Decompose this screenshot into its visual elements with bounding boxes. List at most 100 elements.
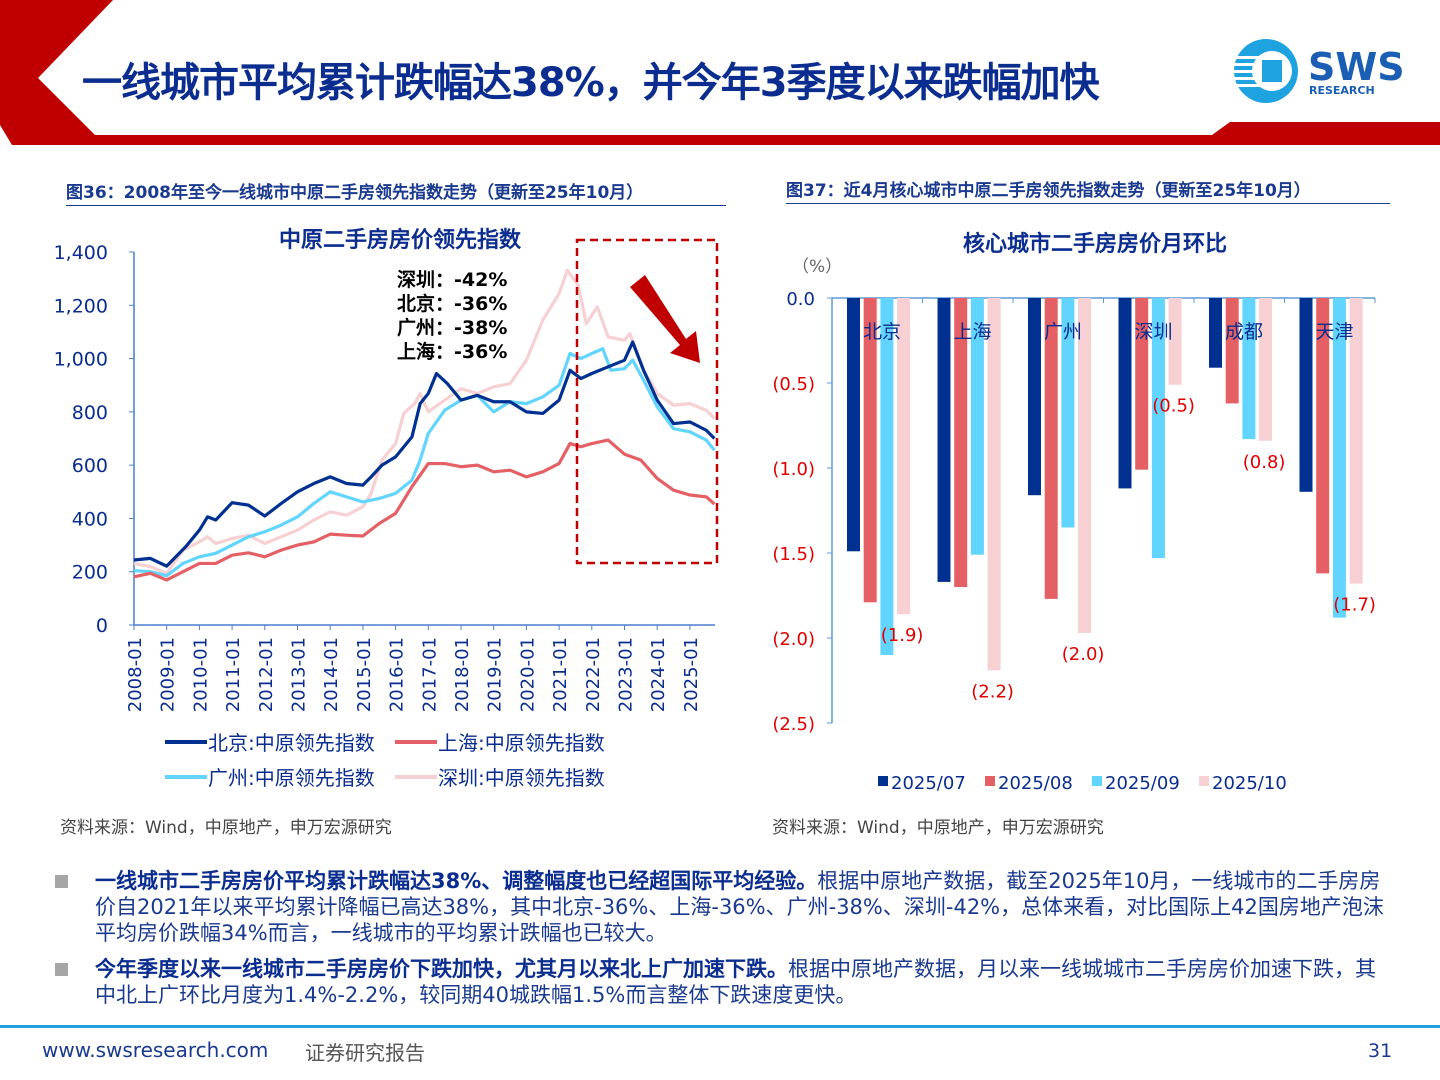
chart-title: 核心城市二手房房价月环比 <box>963 231 1227 257</box>
category-label: 成都 <box>1225 321 1263 343</box>
highlight-box <box>575 238 719 565</box>
category-label: 上海 <box>953 321 991 343</box>
data-label: (0.8) <box>1243 452 1286 473</box>
x-tick-label: 2025-01 <box>681 637 702 712</box>
category-label: 北京 <box>863 321 901 343</box>
bullet-item: 一线城市二手房房价平均累计跌幅达38%、调整幅度也已经超国际平均经验。根据中原地… <box>55 868 1385 946</box>
x-tick-label: 2014-01 <box>321 637 342 712</box>
legend-label: 北京:中原领先指数 <box>208 731 375 755</box>
figure-36-caption: 图36：2008年至今一线城市中原二手房领先指数走势（更新至25年10月） <box>66 178 726 206</box>
legend-swatch <box>985 776 995 786</box>
y-tick-label: (1.0) <box>772 459 815 480</box>
bullet-bold: 今年季度以来一线城市二手房房价下跌加快，尤其月以来北上广加速下跌。 <box>95 957 788 981</box>
down-arrow-icon <box>630 275 700 363</box>
x-tick-label: 2016-01 <box>387 637 408 712</box>
category-label: 广州 <box>1044 321 1082 343</box>
y-tick-label: 600 <box>72 455 108 477</box>
bullet-text: 根据中原地产数据，月以来一线城城市二手房房价加速下跌，其中北上广环比月度为1.4… <box>95 957 1376 1007</box>
category-label: 天津 <box>1315 321 1353 343</box>
page-number: 31 <box>1368 1040 1393 1062</box>
right-source: 资料来源：Wind，中原地产，申万宏源研究 <box>772 818 1104 838</box>
legend-label: 广州:中原领先指数 <box>208 766 375 790</box>
bar-2025-07 <box>847 298 860 552</box>
x-tick-label: 2011-01 <box>223 637 244 712</box>
bullet-item: 今年季度以来一线城市二手房房价下跌加快，尤其月以来北上广加速下跌。根据中原地产数… <box>55 956 1385 1008</box>
legend-label: 2025/10 <box>1212 773 1287 794</box>
bar-2025-07 <box>1209 298 1222 368</box>
y-tick-label: (1.5) <box>772 544 815 565</box>
bar-2025-09 <box>1242 298 1256 440</box>
header-red-frame <box>0 0 1440 145</box>
legend-label: 2025/07 <box>891 773 966 794</box>
x-tick-label: 2015-01 <box>354 637 375 712</box>
x-tick-label: 2019-01 <box>485 637 506 712</box>
annotation-label: 深圳：-42% <box>397 268 507 291</box>
annotation-label: 北京：-36% <box>397 292 507 315</box>
x-tick-label: 2013-01 <box>289 637 310 712</box>
annotation-label: 广州：-38% <box>397 316 507 339</box>
x-tick-label: 2010-01 <box>190 637 211 712</box>
legend-swatch <box>1199 776 1209 786</box>
bar-2025-07 <box>1118 298 1132 489</box>
x-tick-label: 2023-01 <box>616 637 637 712</box>
bar-2025-10 <box>1259 298 1273 441</box>
bullet-text: 根据中原地产数据，截至2025年10月，一线城市的二手房房价自2021年以来平均… <box>95 869 1384 945</box>
bar-2025-09 <box>880 298 894 655</box>
svg-text:RESEARCH: RESEARCH <box>1309 84 1375 97</box>
x-tick-label: 2022-01 <box>583 637 604 712</box>
x-tick-label: 2017-01 <box>419 637 440 712</box>
header-banner <box>0 0 1440 145</box>
legend-swatch <box>1092 776 1102 786</box>
series-line-3 <box>133 268 716 575</box>
data-label: (2.0) <box>1062 644 1105 665</box>
bar-2025-08 <box>1135 298 1149 470</box>
bar-2025-09 <box>970 298 984 555</box>
bullet-marker <box>55 963 68 976</box>
y-tick-label: 200 <box>72 562 108 584</box>
y-tick-label: 1,200 <box>54 295 108 317</box>
bar-2025-09 <box>1332 298 1346 618</box>
y-tick-label: 0.0 <box>786 289 815 310</box>
x-tick-label: 2008-01 <box>125 637 146 712</box>
footer-url[interactable]: www.swsresearch.com <box>42 1038 269 1062</box>
bar-2025-08 <box>1044 298 1058 599</box>
sws-logo: SWS RESEARCH <box>1232 36 1412 106</box>
bar-2025-10 <box>1349 298 1363 584</box>
bar-2025-08 <box>1316 298 1330 574</box>
legend-swatch <box>878 776 888 786</box>
x-tick-label: 2018-01 <box>452 637 473 712</box>
footer-divider <box>0 1025 1440 1028</box>
bar-2025-07 <box>937 298 951 582</box>
bar-2025-08 <box>863 298 877 603</box>
bullet-list: 一线城市二手房房价平均累计跌幅达38%、调整幅度也已经超国际平均经验。根据中原地… <box>55 868 1385 1018</box>
bar-2025-09 <box>1061 298 1075 528</box>
data-label: (0.5) <box>1152 396 1195 417</box>
bar-2025-10 <box>897 298 911 615</box>
x-tick-label: 2009-01 <box>158 637 179 712</box>
data-label: (1.9) <box>881 625 924 646</box>
x-tick-label: 2020-01 <box>517 637 538 712</box>
bar-chart: 核心城市二手房房价月环比 （%） 0.0 (0.5) (1.0) (1.5) (2.0) (2… <box>772 231 1376 794</box>
y-tick-label: 800 <box>72 402 108 424</box>
y-tick-label: 1,000 <box>54 349 108 371</box>
data-label: (2.2) <box>971 681 1014 702</box>
left-source: 资料来源：Wind，中原地产，申万宏源研究 <box>60 818 392 838</box>
page-title: 一线城市平均累计跌幅达38%，并今年3季度以来跌幅加快 <box>82 60 1100 106</box>
series-line-0 <box>133 340 716 568</box>
data-label: (1.7) <box>1333 595 1376 616</box>
x-tick-label: 2012-01 <box>256 637 277 712</box>
bar-2025-09 <box>1151 298 1165 559</box>
series-line-1 <box>133 438 716 582</box>
y-tick-label: 1,400 <box>54 242 108 264</box>
bar-2025-07 <box>1299 298 1313 492</box>
bar-2025-10 <box>1168 298 1182 385</box>
bar-2025-08 <box>954 298 968 587</box>
footer-label: 证券研究报告 <box>305 1041 425 1065</box>
line-chart: 中原二手房房价领先指数 0 200 400 600 800 1,000 1,200 1,400 2… <box>54 227 719 790</box>
chart-title: 中原二手房房价领先指数 <box>279 227 522 253</box>
bullet-bold: 一线城市二手房房价平均累计跌幅达38%、调整幅度也已经超国际平均经验。 <box>95 869 818 893</box>
bar-2025-10 <box>987 298 1001 671</box>
y-tick-label: 0 <box>96 615 108 637</box>
bar-2025-07 <box>1028 298 1041 496</box>
bullet-marker <box>55 875 68 888</box>
